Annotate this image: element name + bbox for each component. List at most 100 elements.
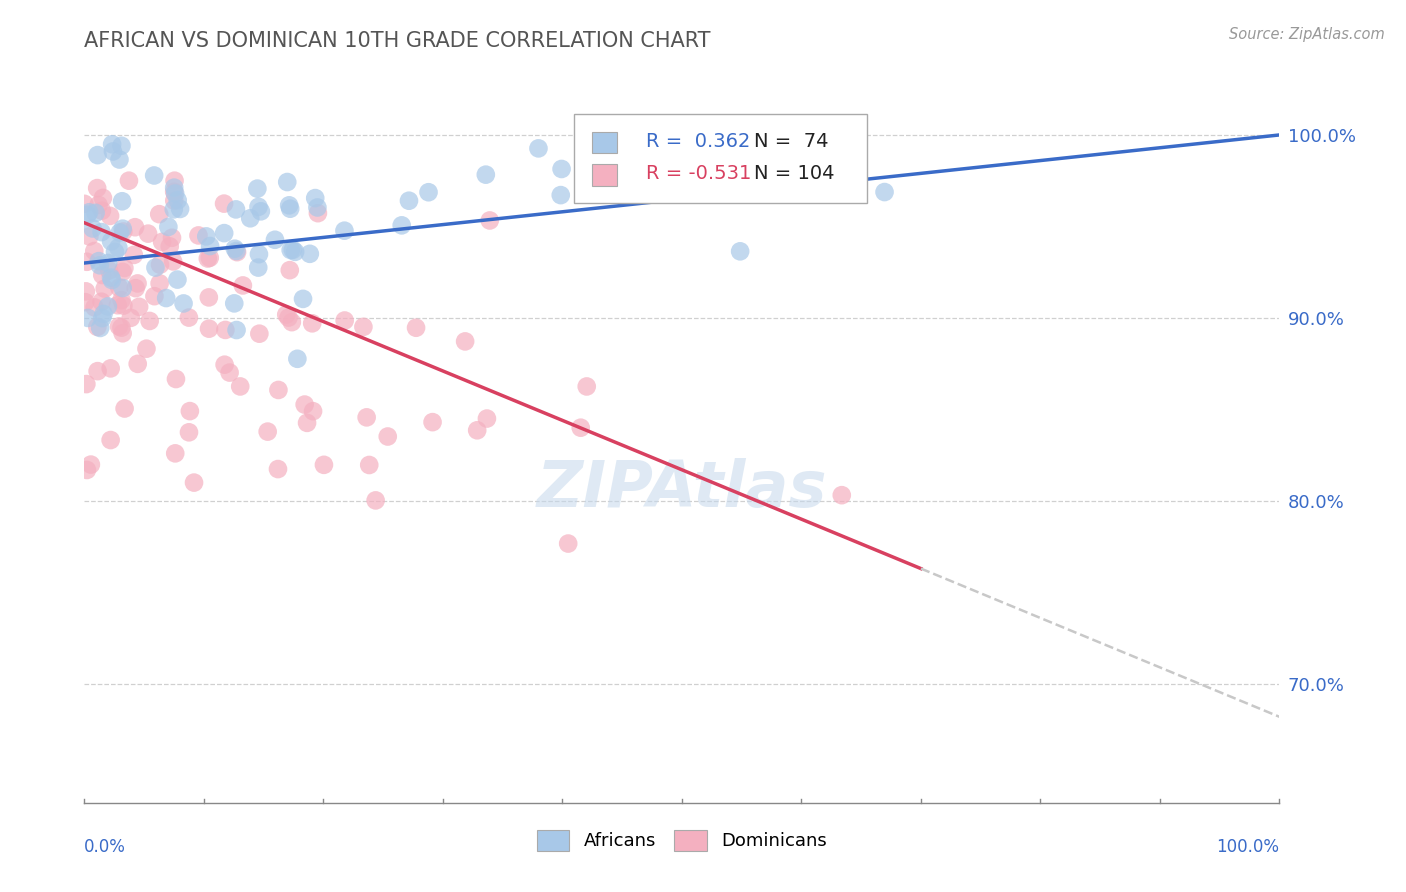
Point xyxy=(111,265,134,279)
Point xyxy=(112,225,135,239)
Text: N =  74: N = 74 xyxy=(754,132,828,151)
Point xyxy=(100,235,122,249)
Point xyxy=(333,313,356,327)
Text: 100.0%: 100.0% xyxy=(1216,838,1279,856)
Point xyxy=(127,277,149,291)
Point xyxy=(465,423,488,437)
Point xyxy=(198,251,221,265)
Point xyxy=(298,247,321,261)
Point xyxy=(91,311,114,326)
Point xyxy=(110,138,132,153)
Text: R = -0.531: R = -0.531 xyxy=(647,164,751,183)
Point xyxy=(104,244,127,259)
Point xyxy=(112,260,135,275)
Point xyxy=(247,326,270,341)
Point xyxy=(187,228,209,243)
Point xyxy=(422,415,444,429)
Point xyxy=(166,194,188,208)
Point xyxy=(229,379,252,393)
Point xyxy=(198,290,221,304)
Point xyxy=(159,239,181,253)
Point xyxy=(100,433,122,447)
Point xyxy=(108,153,131,167)
Point xyxy=(214,323,236,337)
Point xyxy=(264,233,287,247)
Point xyxy=(224,242,246,256)
Point xyxy=(110,293,132,307)
Point xyxy=(278,263,301,277)
Point xyxy=(101,145,124,159)
Point xyxy=(93,282,115,296)
Point xyxy=(246,181,269,195)
Text: R =  0.362: R = 0.362 xyxy=(647,132,751,151)
Point xyxy=(101,137,124,152)
Point xyxy=(86,319,108,334)
Point xyxy=(82,221,104,235)
Point xyxy=(418,186,440,200)
Point xyxy=(198,321,221,335)
Point xyxy=(118,174,141,188)
Point xyxy=(247,247,270,261)
Point xyxy=(550,161,572,176)
Point xyxy=(163,194,186,208)
Point xyxy=(162,254,184,268)
Point xyxy=(75,285,97,299)
Point xyxy=(225,202,247,217)
Point xyxy=(145,260,167,275)
Point xyxy=(90,294,112,309)
Point xyxy=(148,207,170,221)
Point xyxy=(226,245,249,260)
FancyBboxPatch shape xyxy=(575,114,868,203)
Point xyxy=(138,314,160,328)
Point xyxy=(98,209,121,223)
Point xyxy=(195,229,218,244)
Point xyxy=(550,188,572,202)
Point xyxy=(136,227,159,241)
Point xyxy=(405,320,427,334)
Text: AFRICAN VS DOMINICAN 10TH GRADE CORRELATION CHART: AFRICAN VS DOMINICAN 10TH GRADE CORRELAT… xyxy=(84,31,711,51)
Point xyxy=(224,296,246,310)
Point xyxy=(86,148,108,162)
Point xyxy=(112,299,135,313)
Point xyxy=(122,248,145,262)
Point xyxy=(75,295,97,310)
Point xyxy=(307,201,329,215)
Point xyxy=(301,316,323,330)
Text: 0.0%: 0.0% xyxy=(84,838,127,856)
Point xyxy=(278,198,301,212)
Point xyxy=(165,372,187,386)
Point xyxy=(179,404,201,418)
Point xyxy=(225,323,247,337)
Point xyxy=(212,196,235,211)
Point xyxy=(278,202,301,216)
Point xyxy=(239,211,262,226)
Point xyxy=(80,458,103,472)
Point xyxy=(163,174,186,188)
Point xyxy=(281,243,304,257)
Point xyxy=(163,185,186,199)
Point xyxy=(475,168,498,182)
Point xyxy=(478,213,501,227)
Point xyxy=(98,263,121,277)
Point xyxy=(114,401,136,416)
Point xyxy=(91,191,114,205)
Point xyxy=(108,280,131,294)
Point xyxy=(475,411,498,425)
Point xyxy=(398,194,420,208)
Point xyxy=(76,463,98,477)
Point xyxy=(77,310,100,325)
Point xyxy=(100,361,122,376)
Point xyxy=(302,404,325,418)
Point xyxy=(79,229,101,244)
Point xyxy=(143,169,166,183)
Point xyxy=(277,310,299,325)
Point xyxy=(124,281,146,295)
Point xyxy=(143,289,166,303)
Point xyxy=(352,319,374,334)
Point xyxy=(120,310,142,325)
Point xyxy=(83,244,105,258)
Point xyxy=(84,206,107,220)
Point xyxy=(364,493,387,508)
Point xyxy=(111,281,134,295)
Point xyxy=(177,425,200,440)
